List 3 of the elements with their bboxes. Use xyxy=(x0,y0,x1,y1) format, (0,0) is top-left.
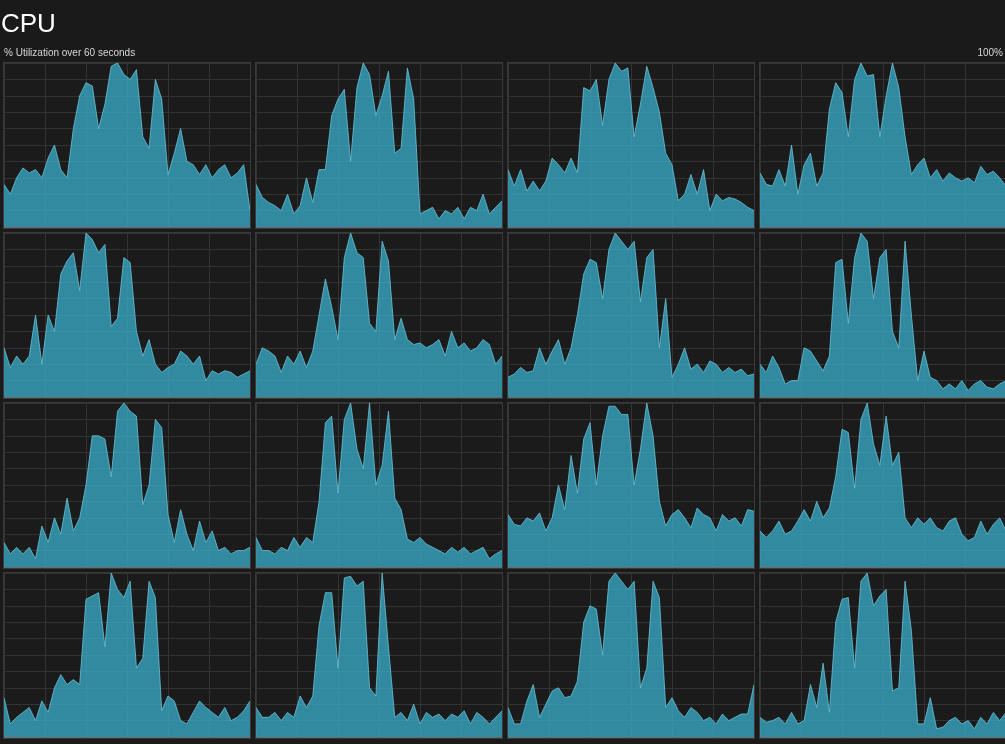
text: CPU xyxy=(1,8,56,39)
text: 100% xyxy=(977,47,1003,58)
text: % Utilization over 60 seconds xyxy=(4,47,136,58)
